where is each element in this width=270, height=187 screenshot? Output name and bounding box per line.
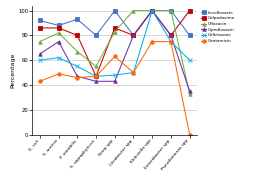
Gentamicin <box>113 55 116 58</box>
Levofloxacin <box>188 34 191 36</box>
Y-axis label: Percentage: Percentage <box>10 52 15 88</box>
Gentamicin <box>94 75 98 77</box>
Line: Ofloxacin: Ofloxacin <box>38 9 191 95</box>
Ciprofloxacin <box>38 53 42 55</box>
Line: Ciprofloxacin: Ciprofloxacin <box>38 9 191 93</box>
Ofloxacin <box>57 32 60 34</box>
Levofloxacin <box>169 10 173 12</box>
Ofloxacin <box>132 10 135 12</box>
Levofloxacin <box>76 18 79 20</box>
Cefpodoxime <box>132 34 135 36</box>
Levofloxacin <box>113 10 116 12</box>
Gentamicin <box>169 40 173 43</box>
Ofloxacin <box>38 40 42 43</box>
Cefpodoxime <box>76 34 79 36</box>
Cefpodoxime <box>188 10 191 12</box>
Cefpodoxime <box>57 27 60 29</box>
Ciprofloxacin <box>169 34 173 36</box>
Levofloxacin <box>38 19 42 22</box>
Line: Levofloxacin: Levofloxacin <box>38 9 191 37</box>
Cefpodoxime <box>38 27 42 29</box>
Levofloxacin <box>57 24 60 27</box>
Ceftriaxone <box>188 59 191 61</box>
Ciprofloxacin <box>57 40 60 43</box>
Levofloxacin <box>132 34 135 36</box>
Ciprofloxacin <box>151 10 154 12</box>
Cefpodoxime <box>113 27 116 29</box>
Ciprofloxacin <box>132 34 135 36</box>
Ofloxacin <box>76 50 79 53</box>
Ciprofloxacin <box>188 90 191 92</box>
Ceftriaxone <box>94 75 98 77</box>
Line: Ceftriaxone: Ceftriaxone <box>38 8 192 79</box>
Ceftriaxone <box>76 65 79 68</box>
Gentamicin <box>38 80 42 82</box>
Cefpodoxime <box>151 10 154 12</box>
Ceftriaxone <box>151 10 154 12</box>
Ceftriaxone <box>132 71 135 74</box>
Gentamicin <box>132 71 135 74</box>
Ciprofloxacin <box>76 75 79 77</box>
Line: Cefpodoxime: Cefpodoxime <box>38 9 191 78</box>
Ofloxacin <box>188 93 191 95</box>
Legend: Levofloxacin, Cefpodoxime, Ofloxacin, Ciprofloxacin, Ceftriaxone, Gentamicin: Levofloxacin, Cefpodoxime, Ofloxacin, Ci… <box>201 10 235 43</box>
Gentamicin <box>151 40 154 43</box>
Cefpodoxime <box>94 75 98 77</box>
Ciprofloxacin <box>94 80 98 82</box>
Ofloxacin <box>151 10 154 12</box>
Ceftriaxone <box>169 40 173 43</box>
Levofloxacin <box>151 10 154 12</box>
Gentamicin <box>188 134 191 136</box>
Ofloxacin <box>94 65 98 68</box>
Ceftriaxone <box>113 74 116 76</box>
Ceftriaxone <box>57 57 60 59</box>
Ceftriaxone <box>38 59 42 61</box>
Ofloxacin <box>113 30 116 33</box>
Line: Gentamicin: Gentamicin <box>38 40 191 136</box>
Gentamicin <box>76 76 79 79</box>
Gentamicin <box>57 73 60 75</box>
Ciprofloxacin <box>113 80 116 82</box>
Cefpodoxime <box>169 34 173 36</box>
Ofloxacin <box>169 10 173 12</box>
Levofloxacin <box>94 34 98 36</box>
